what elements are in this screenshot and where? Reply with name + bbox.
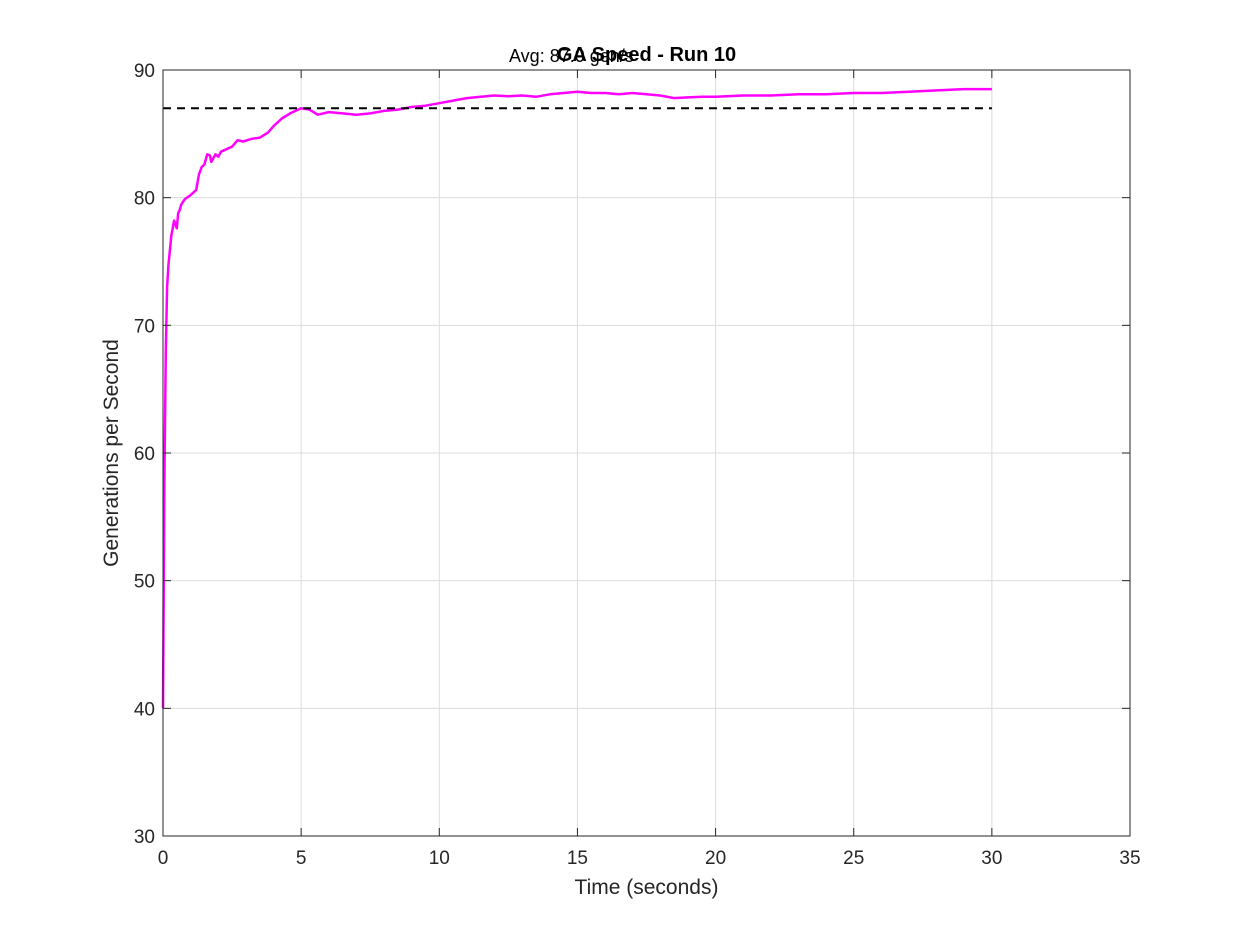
y-tick-label: 50 [134, 572, 155, 593]
speed-series-line [161, 87, 992, 709]
x-tick-label: 20 [705, 848, 726, 869]
y-tick-label: 90 [134, 61, 155, 82]
y-axis-label: Generations per Second [100, 339, 123, 567]
y-axis-tick-labels: 30 40 50 60 70 80 90 [134, 61, 155, 848]
x-tick-label: 10 [429, 848, 450, 869]
x-tick-label: 30 [981, 848, 1002, 869]
x-tick-label: 0 [158, 848, 169, 869]
series-layer [161, 87, 992, 709]
y-tick-label: 70 [134, 316, 155, 337]
x-axis-tick-labels: 0 5 10 15 20 25 30 35 [158, 848, 1141, 869]
chart-title: GA Speed - Run 10 [557, 44, 736, 66]
average-annotation: Avg: 87.0 gen/s [509, 46, 634, 66]
y-tick-label: 60 [134, 444, 155, 465]
x-tick-label: 5 [296, 848, 307, 869]
x-tick-label: 25 [843, 848, 864, 869]
y-tick-label: 40 [134, 699, 155, 720]
x-axis-label: Time (seconds) [575, 876, 719, 899]
tick-marks [162, 69, 1131, 837]
grid-lines [162, 69, 1131, 837]
y-tick-label: 30 [134, 827, 155, 848]
x-tick-label: 15 [567, 848, 588, 869]
x-tick-label: 35 [1119, 848, 1140, 869]
y-tick-label: 80 [134, 189, 155, 210]
